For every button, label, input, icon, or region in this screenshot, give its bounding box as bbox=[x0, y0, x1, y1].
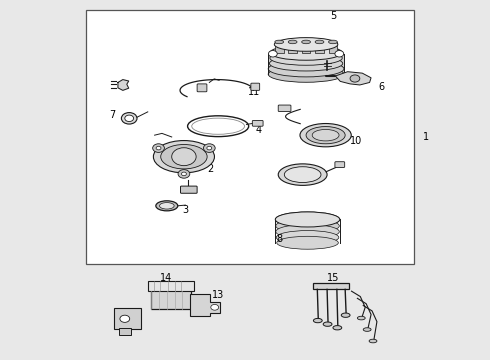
Ellipse shape bbox=[270, 51, 342, 65]
Ellipse shape bbox=[341, 313, 350, 318]
Text: 1: 1 bbox=[423, 132, 429, 142]
Bar bbox=[148, 281, 194, 291]
Text: 6: 6 bbox=[379, 82, 385, 93]
Circle shape bbox=[269, 50, 277, 57]
Ellipse shape bbox=[329, 40, 337, 44]
Ellipse shape bbox=[276, 225, 339, 239]
Text: 10: 10 bbox=[350, 136, 363, 145]
Text: 9: 9 bbox=[309, 173, 316, 183]
Bar bbox=[315, 42, 324, 53]
Ellipse shape bbox=[159, 203, 174, 209]
Text: 12: 12 bbox=[163, 301, 175, 311]
Bar bbox=[314, 283, 348, 289]
FancyBboxPatch shape bbox=[251, 83, 260, 90]
Bar bbox=[114, 308, 141, 329]
Ellipse shape bbox=[302, 40, 311, 44]
Circle shape bbox=[125, 115, 134, 122]
Ellipse shape bbox=[306, 127, 345, 144]
Ellipse shape bbox=[275, 40, 284, 44]
Text: 4: 4 bbox=[256, 125, 262, 135]
Bar bbox=[86, 10, 414, 264]
Bar bbox=[269, 53, 343, 74]
Circle shape bbox=[350, 75, 360, 82]
Bar bbox=[151, 289, 191, 309]
Ellipse shape bbox=[153, 140, 215, 173]
Bar bbox=[275, 42, 284, 53]
Bar bbox=[302, 42, 311, 53]
Ellipse shape bbox=[275, 212, 340, 227]
Bar bbox=[119, 328, 131, 335]
Ellipse shape bbox=[278, 164, 327, 185]
Ellipse shape bbox=[369, 339, 377, 343]
Ellipse shape bbox=[268, 66, 344, 82]
Polygon shape bbox=[118, 80, 129, 90]
Ellipse shape bbox=[276, 230, 339, 244]
Ellipse shape bbox=[357, 316, 365, 320]
Circle shape bbox=[181, 172, 186, 176]
Text: 8: 8 bbox=[276, 234, 282, 244]
Ellipse shape bbox=[276, 219, 339, 233]
Circle shape bbox=[156, 146, 161, 150]
Ellipse shape bbox=[363, 328, 371, 331]
Bar bbox=[288, 42, 297, 53]
FancyBboxPatch shape bbox=[335, 162, 344, 167]
Text: 3: 3 bbox=[182, 206, 189, 216]
Circle shape bbox=[122, 113, 137, 124]
Ellipse shape bbox=[288, 40, 297, 44]
Ellipse shape bbox=[315, 40, 324, 44]
Circle shape bbox=[203, 144, 215, 152]
Circle shape bbox=[172, 148, 196, 166]
Ellipse shape bbox=[333, 325, 342, 330]
Text: 14: 14 bbox=[160, 273, 172, 283]
Ellipse shape bbox=[323, 322, 332, 326]
Polygon shape bbox=[190, 294, 220, 316]
Ellipse shape bbox=[284, 167, 321, 183]
Circle shape bbox=[153, 144, 165, 152]
Circle shape bbox=[120, 315, 130, 322]
Text: 2: 2 bbox=[208, 164, 214, 174]
Ellipse shape bbox=[277, 236, 338, 249]
Ellipse shape bbox=[268, 61, 344, 77]
Text: 13: 13 bbox=[115, 319, 127, 329]
Circle shape bbox=[211, 305, 219, 310]
Text: 11: 11 bbox=[247, 87, 260, 97]
FancyBboxPatch shape bbox=[252, 121, 263, 126]
Text: 13: 13 bbox=[212, 291, 224, 301]
FancyBboxPatch shape bbox=[278, 105, 291, 112]
Ellipse shape bbox=[270, 56, 343, 71]
Ellipse shape bbox=[300, 123, 351, 147]
Ellipse shape bbox=[275, 212, 340, 227]
FancyBboxPatch shape bbox=[197, 84, 207, 92]
Ellipse shape bbox=[274, 38, 338, 51]
Polygon shape bbox=[335, 72, 371, 85]
Ellipse shape bbox=[312, 130, 339, 141]
Text: 7: 7 bbox=[109, 111, 115, 121]
Ellipse shape bbox=[314, 319, 322, 323]
Circle shape bbox=[335, 50, 343, 57]
Ellipse shape bbox=[156, 201, 178, 211]
Bar bbox=[329, 42, 337, 53]
Text: 5: 5 bbox=[330, 11, 336, 21]
Circle shape bbox=[207, 146, 212, 150]
Ellipse shape bbox=[270, 45, 342, 60]
FancyBboxPatch shape bbox=[180, 186, 197, 193]
Text: 15: 15 bbox=[327, 273, 339, 283]
Circle shape bbox=[178, 170, 190, 178]
Ellipse shape bbox=[161, 144, 207, 169]
